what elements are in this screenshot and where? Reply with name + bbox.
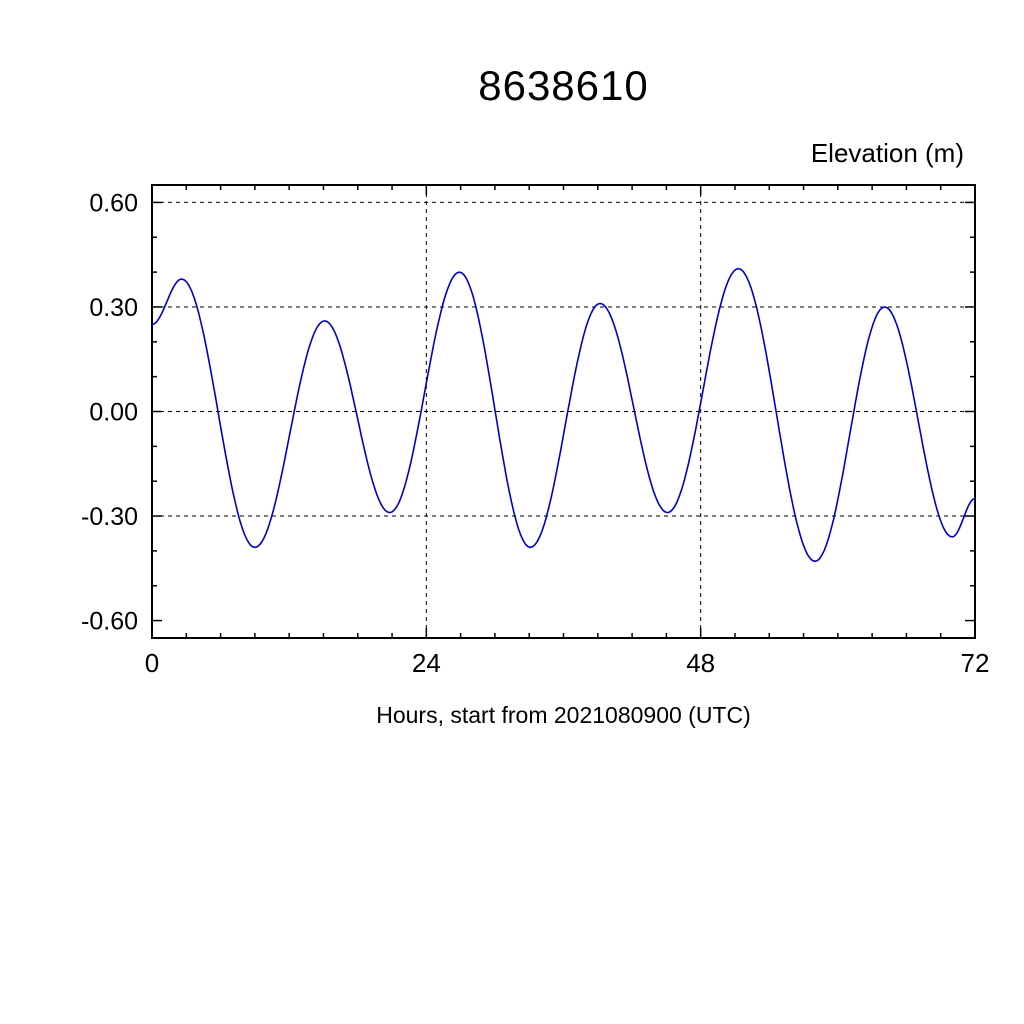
x-tick-label: 72 [961, 648, 990, 678]
x-tick-label: 24 [412, 648, 441, 678]
plot-title: 8638610 [478, 62, 649, 109]
plot-frame [151, 184, 976, 639]
elevation-unit-label: Elevation (m) [810, 138, 964, 168]
x-tick-label: 0 [145, 648, 159, 678]
y-tick-label: 0.00 [89, 399, 138, 427]
y-tick-label: -0.30 [81, 503, 138, 531]
y-tick-label: 0.30 [89, 294, 138, 322]
y-tick-label: 0.60 [89, 189, 138, 217]
y-tick-label: -0.60 [81, 608, 138, 636]
x-axis-label: Hours, start from 2021080900 (UTC) [376, 702, 751, 728]
x-tick-label: 48 [686, 648, 715, 678]
tide-curve [151, 267, 976, 563]
